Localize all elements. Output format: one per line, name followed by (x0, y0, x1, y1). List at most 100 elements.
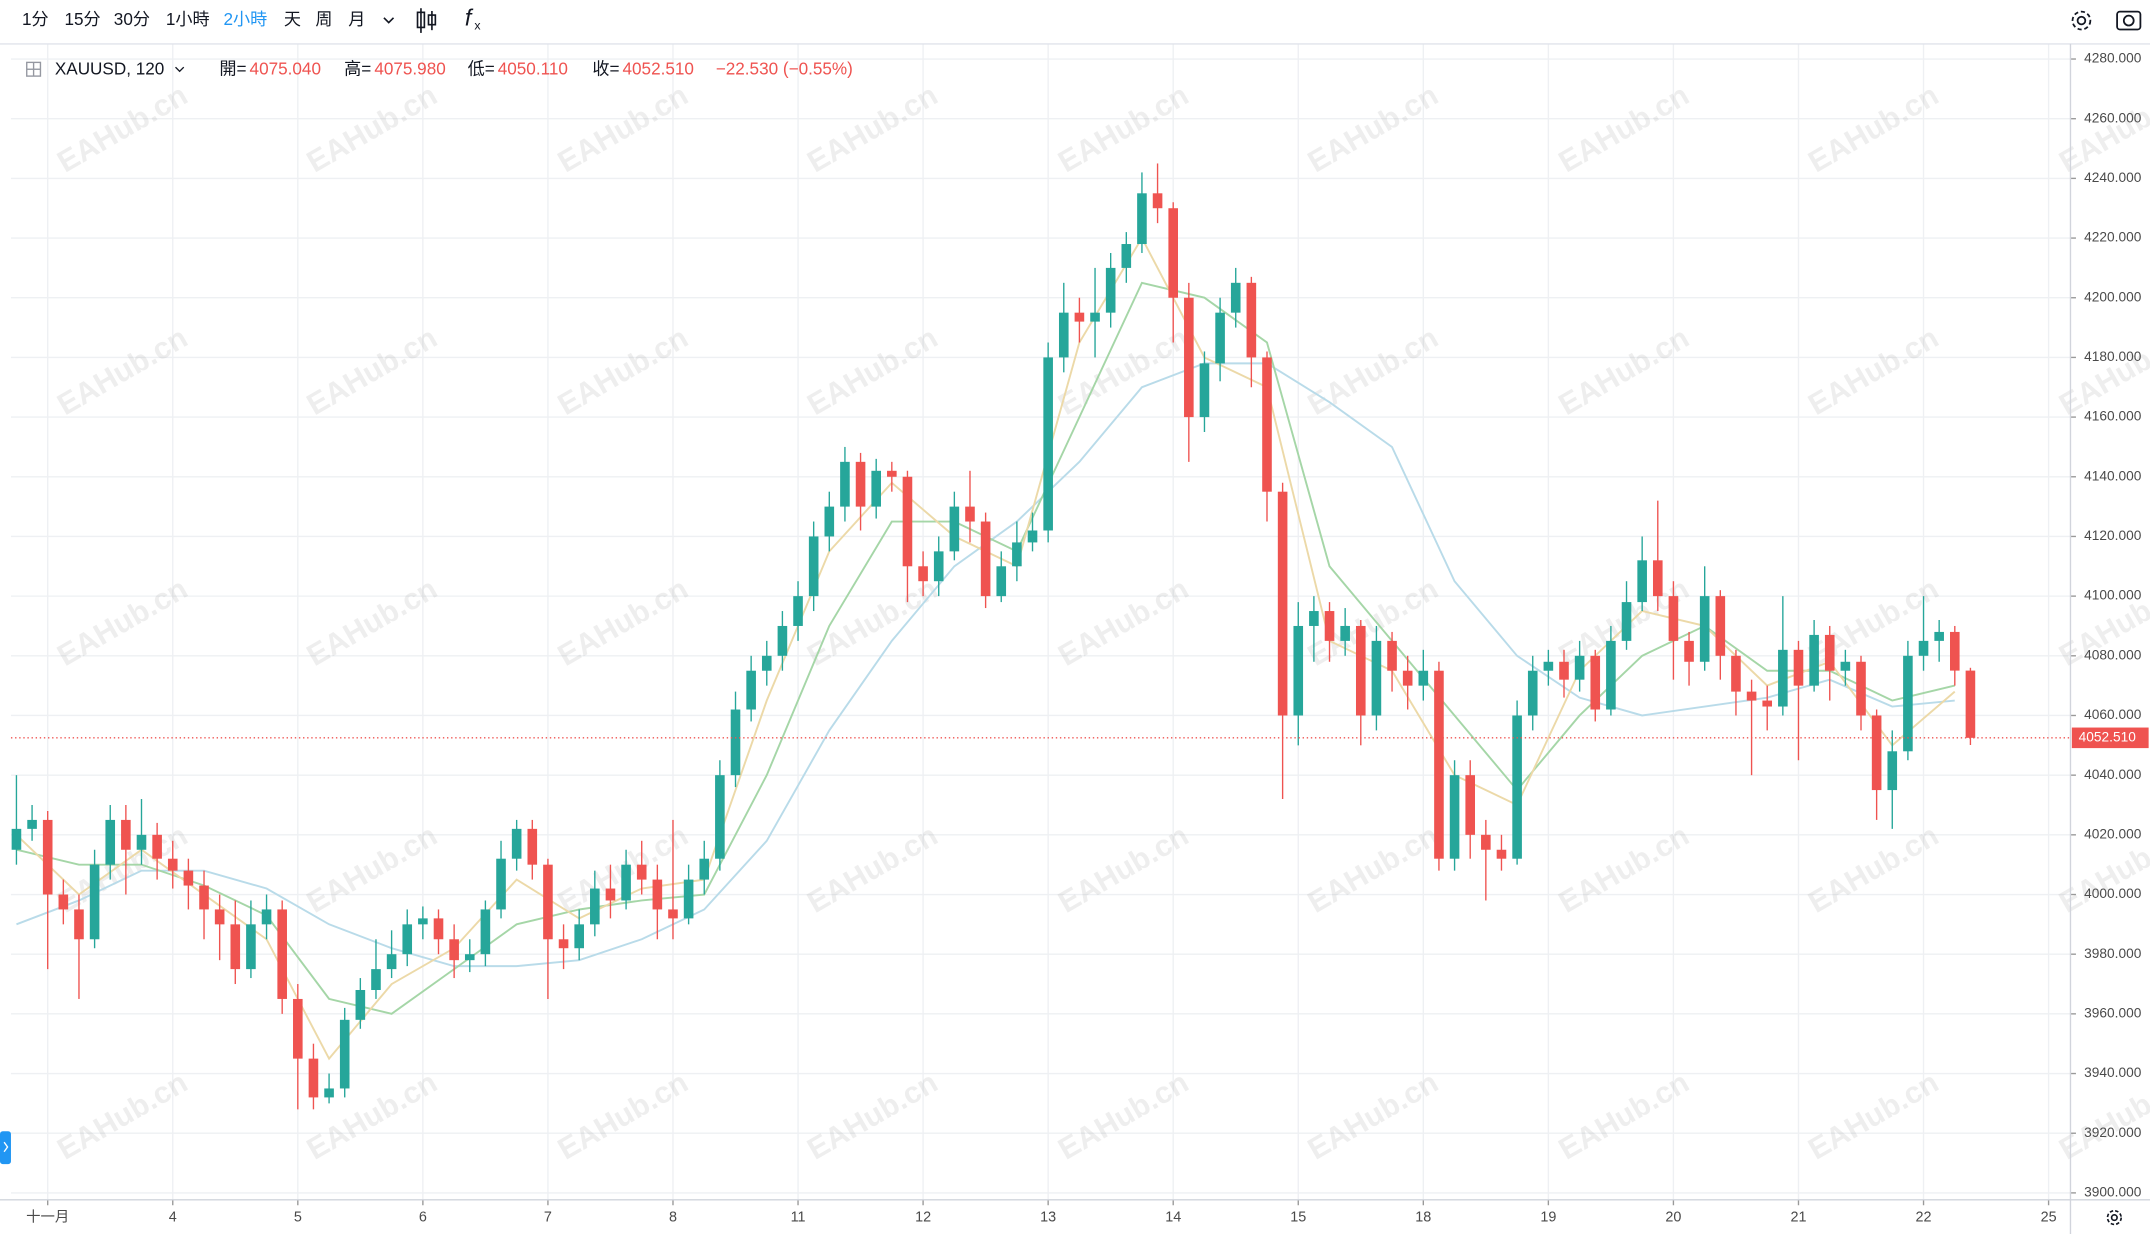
snapshot-button[interactable] (2116, 10, 2142, 31)
indicators-button[interactable]: f (465, 4, 474, 30)
candle-body (42, 819, 53, 895)
candle-body (74, 909, 84, 940)
candle-body (746, 670, 756, 710)
candle-body (1559, 661, 1569, 680)
candle-body (152, 834, 162, 859)
close-value: 4052.510 (623, 58, 694, 78)
interval-button[interactable]: 周 (315, 9, 332, 29)
candle-body (1918, 640, 1929, 656)
candle-body (590, 888, 600, 925)
candle-body (1481, 834, 1491, 850)
candle-body (1215, 312, 1225, 364)
candle-body (1949, 631, 1960, 671)
x-tick-label: 7 (544, 1209, 552, 1225)
interval-button[interactable]: 2小時 (224, 9, 268, 29)
plot-layer (10, 163, 2071, 1110)
candle-body (1371, 640, 1382, 716)
toolbar: 1分 15分 30分 1小時 2小時天周月 (22, 9, 365, 29)
candle-body (1246, 282, 1257, 358)
candle-body (1277, 491, 1288, 716)
candle-body (683, 879, 694, 919)
candle-body (933, 551, 944, 582)
candle-body (1074, 312, 1085, 322)
candle-body (1058, 312, 1069, 358)
candle-body (824, 506, 835, 537)
x-tick-label: 8 (669, 1209, 677, 1225)
y-tick-label: 4240.000 (2084, 170, 2142, 185)
candle-body (1793, 649, 1804, 686)
watermark: EAHub.cn (802, 321, 943, 422)
candle-body (1606, 640, 1616, 710)
candle-body (214, 909, 225, 925)
x-tick-label: 14 (1165, 1209, 1181, 1225)
x-tick-label: 11 (791, 1209, 806, 1225)
candle-body (1715, 596, 1726, 656)
symbol-toggle[interactable] (26, 61, 42, 77)
y-tick-label: 4100.000 (2084, 588, 2142, 603)
moving-average (16, 362, 1955, 968)
interval-button[interactable]: 15分 (64, 9, 100, 29)
candle-body (230, 924, 241, 970)
interval-button[interactable]: 30分 (114, 9, 150, 29)
candle-body (1262, 357, 1272, 492)
y-tick-label: 4180.000 (2084, 349, 2142, 364)
candle-body (1887, 751, 1898, 791)
candle-body (293, 998, 303, 1059)
candle-body (199, 885, 209, 910)
candle-body (652, 879, 663, 910)
watermark: EAHub.cn (1303, 819, 1444, 920)
symbol[interactable]: XAUUSD, 120 (55, 58, 164, 78)
candle-body (965, 506, 975, 522)
y-tick-label: 3920.000 (2084, 1125, 2142, 1140)
y-tick-label: 3980.000 (2084, 946, 2142, 961)
side-panel-tab[interactable] (0, 1131, 11, 1165)
interval-button[interactable]: 1小時 (166, 9, 210, 29)
candle-body (1903, 655, 1913, 752)
watermark: EAHub.cn (802, 819, 943, 920)
candle-body (355, 989, 366, 1020)
x-tick-label: 19 (1540, 1209, 1556, 1225)
high-label: 高= (344, 58, 371, 78)
time-axis-settings[interactable] (2106, 1209, 2123, 1226)
y-tick-label: 4200.000 (2084, 289, 2142, 304)
candle-body (1105, 267, 1116, 313)
candle-body (1621, 602, 1632, 641)
candle-body (840, 461, 850, 507)
candle-body (480, 909, 491, 955)
symbol-menu[interactable] (175, 66, 185, 73)
candle-body (1731, 655, 1741, 692)
candle-body (1090, 312, 1100, 322)
interval-button[interactable]: 天 (284, 9, 301, 29)
y-tick-label: 4280.000 (2084, 51, 2142, 66)
candle-body (808, 536, 819, 597)
candle-body (1871, 715, 1882, 791)
open-label: 開= (219, 58, 246, 78)
candle-body (27, 819, 37, 829)
candle-body (1527, 670, 1538, 716)
candle-body (1121, 244, 1132, 268)
candle-body (777, 625, 788, 656)
candle-body (1027, 530, 1038, 543)
watermark: EAHub.cn (302, 79, 443, 180)
x-tick-label: 十一月 (26, 1208, 69, 1225)
interval-button[interactable]: 1分 (22, 9, 49, 29)
chart-type-button[interactable] (416, 8, 437, 33)
x-tick-label: 22 (1916, 1209, 1932, 1225)
candle-body (1684, 640, 1694, 662)
settings-button[interactable] (2071, 10, 2092, 31)
candle-body (668, 909, 678, 919)
y-tick-label: 4000.000 (2084, 886, 2142, 901)
grid-layer: 3900.000 3920.000 3940.000 3960.000 3980.000… (10, 43, 2142, 1225)
interval-button[interactable]: 月 (348, 9, 365, 29)
candle-body (1965, 670, 1976, 738)
candle-body (1152, 193, 1163, 209)
change-value: −22.530 (−0.55%) (716, 58, 853, 78)
candle-body (1590, 655, 1601, 710)
candle-body (699, 858, 710, 880)
candle-body (605, 888, 616, 901)
watermark: EAHub.cn (1303, 321, 1444, 422)
x-tick-label: 25 (2041, 1209, 2057, 1225)
candle-body (1402, 670, 1413, 686)
more-intervals[interactable] (383, 17, 395, 24)
